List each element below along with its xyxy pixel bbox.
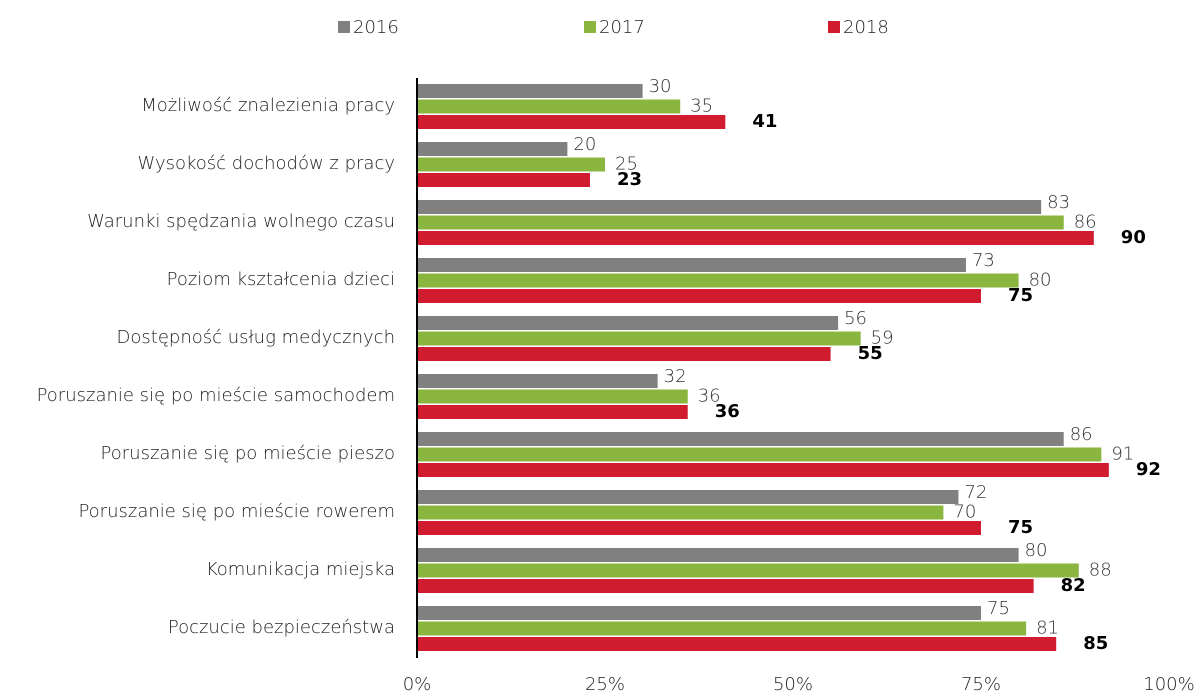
value-label: 75	[987, 598, 1010, 619]
value-label: 82	[1061, 575, 1086, 596]
bar	[417, 273, 1019, 288]
bar	[417, 99, 681, 114]
bar	[417, 432, 1064, 446]
value-label: 25	[615, 154, 638, 175]
value-label: 36	[715, 401, 740, 422]
value-label: 92	[1136, 459, 1161, 480]
value-label: 59	[871, 328, 894, 349]
x-tick-label: 50%	[773, 674, 813, 693]
bar	[417, 347, 831, 361]
value-label: 36	[698, 386, 721, 407]
legend-swatch	[584, 21, 596, 33]
value-label: 41	[752, 111, 777, 132]
bar	[417, 490, 959, 504]
value-label: 73	[972, 250, 995, 271]
bar	[417, 447, 1102, 462]
category-label: Poczucie bezpieczeństwa	[168, 617, 395, 638]
value-label: 86	[1070, 424, 1093, 445]
bar	[417, 505, 944, 520]
bar	[417, 374, 658, 388]
value-label: 83	[1047, 192, 1070, 213]
legend-label: 2017	[599, 17, 645, 38]
legend-swatch	[338, 21, 350, 33]
value-label: 91	[1111, 444, 1134, 465]
value-label: 81	[1036, 618, 1059, 639]
value-label: 23	[617, 169, 642, 190]
legend-swatch	[828, 21, 840, 33]
value-label: 80	[1025, 540, 1048, 561]
bar	[417, 215, 1064, 230]
bar	[417, 173, 590, 187]
bar	[417, 115, 726, 129]
legend-label: 2018	[843, 17, 889, 38]
bar	[417, 142, 568, 156]
bar	[417, 157, 605, 172]
bar	[417, 389, 688, 404]
bar	[417, 521, 981, 535]
bar	[417, 405, 688, 419]
value-label: 55	[858, 343, 883, 364]
category-label: Poruszanie się po mieście rowerem	[78, 501, 395, 522]
value-label: 32	[664, 366, 687, 387]
x-tick-label: 75%	[961, 674, 1001, 693]
value-label: 90	[1121, 227, 1146, 248]
bar	[417, 548, 1019, 562]
bar	[417, 289, 981, 303]
category-label: Wysokość dochodów z pracy	[137, 153, 395, 174]
category-label: Warunki spędzania wolnego czasu	[87, 211, 395, 232]
value-label: 20	[573, 134, 596, 155]
category-label: Poziom kształcenia dzieci	[167, 269, 395, 290]
value-label: 75	[1008, 517, 1033, 538]
bar	[417, 463, 1109, 477]
value-label: 85	[1083, 633, 1108, 654]
x-tick-label: 0%	[403, 674, 432, 693]
bar	[417, 316, 839, 330]
category-label: Komunikacja miejska	[206, 559, 395, 580]
value-label: 75	[1008, 285, 1033, 306]
bar	[417, 84, 643, 98]
bar	[417, 258, 966, 272]
bar	[417, 606, 981, 620]
value-label: 80	[1029, 270, 1052, 291]
x-tick-label: 25%	[585, 674, 625, 693]
bar	[417, 621, 1027, 636]
value-label: 70	[953, 502, 976, 523]
value-label: 30	[649, 76, 672, 97]
category-label: Poruszanie się po mieście pieszo	[101, 443, 395, 464]
bar	[417, 637, 1057, 651]
value-label: 56	[844, 308, 867, 329]
value-label: 35	[690, 96, 713, 117]
bar	[417, 579, 1034, 593]
legend-label: 2016	[353, 17, 399, 38]
value-label: 86	[1074, 212, 1097, 233]
value-label: 88	[1089, 560, 1112, 581]
bar	[417, 231, 1094, 245]
bar	[417, 200, 1042, 214]
x-tick-label: 100%	[1143, 674, 1194, 693]
bar	[417, 331, 861, 346]
category-label: Możliwość znalezienia pracy	[141, 95, 395, 116]
category-label: Poruszanie się po mieście samochodem	[37, 385, 395, 406]
category-label: Dostępność usług medycznych	[117, 327, 395, 348]
value-label: 72	[964, 482, 987, 503]
bar	[417, 563, 1079, 578]
